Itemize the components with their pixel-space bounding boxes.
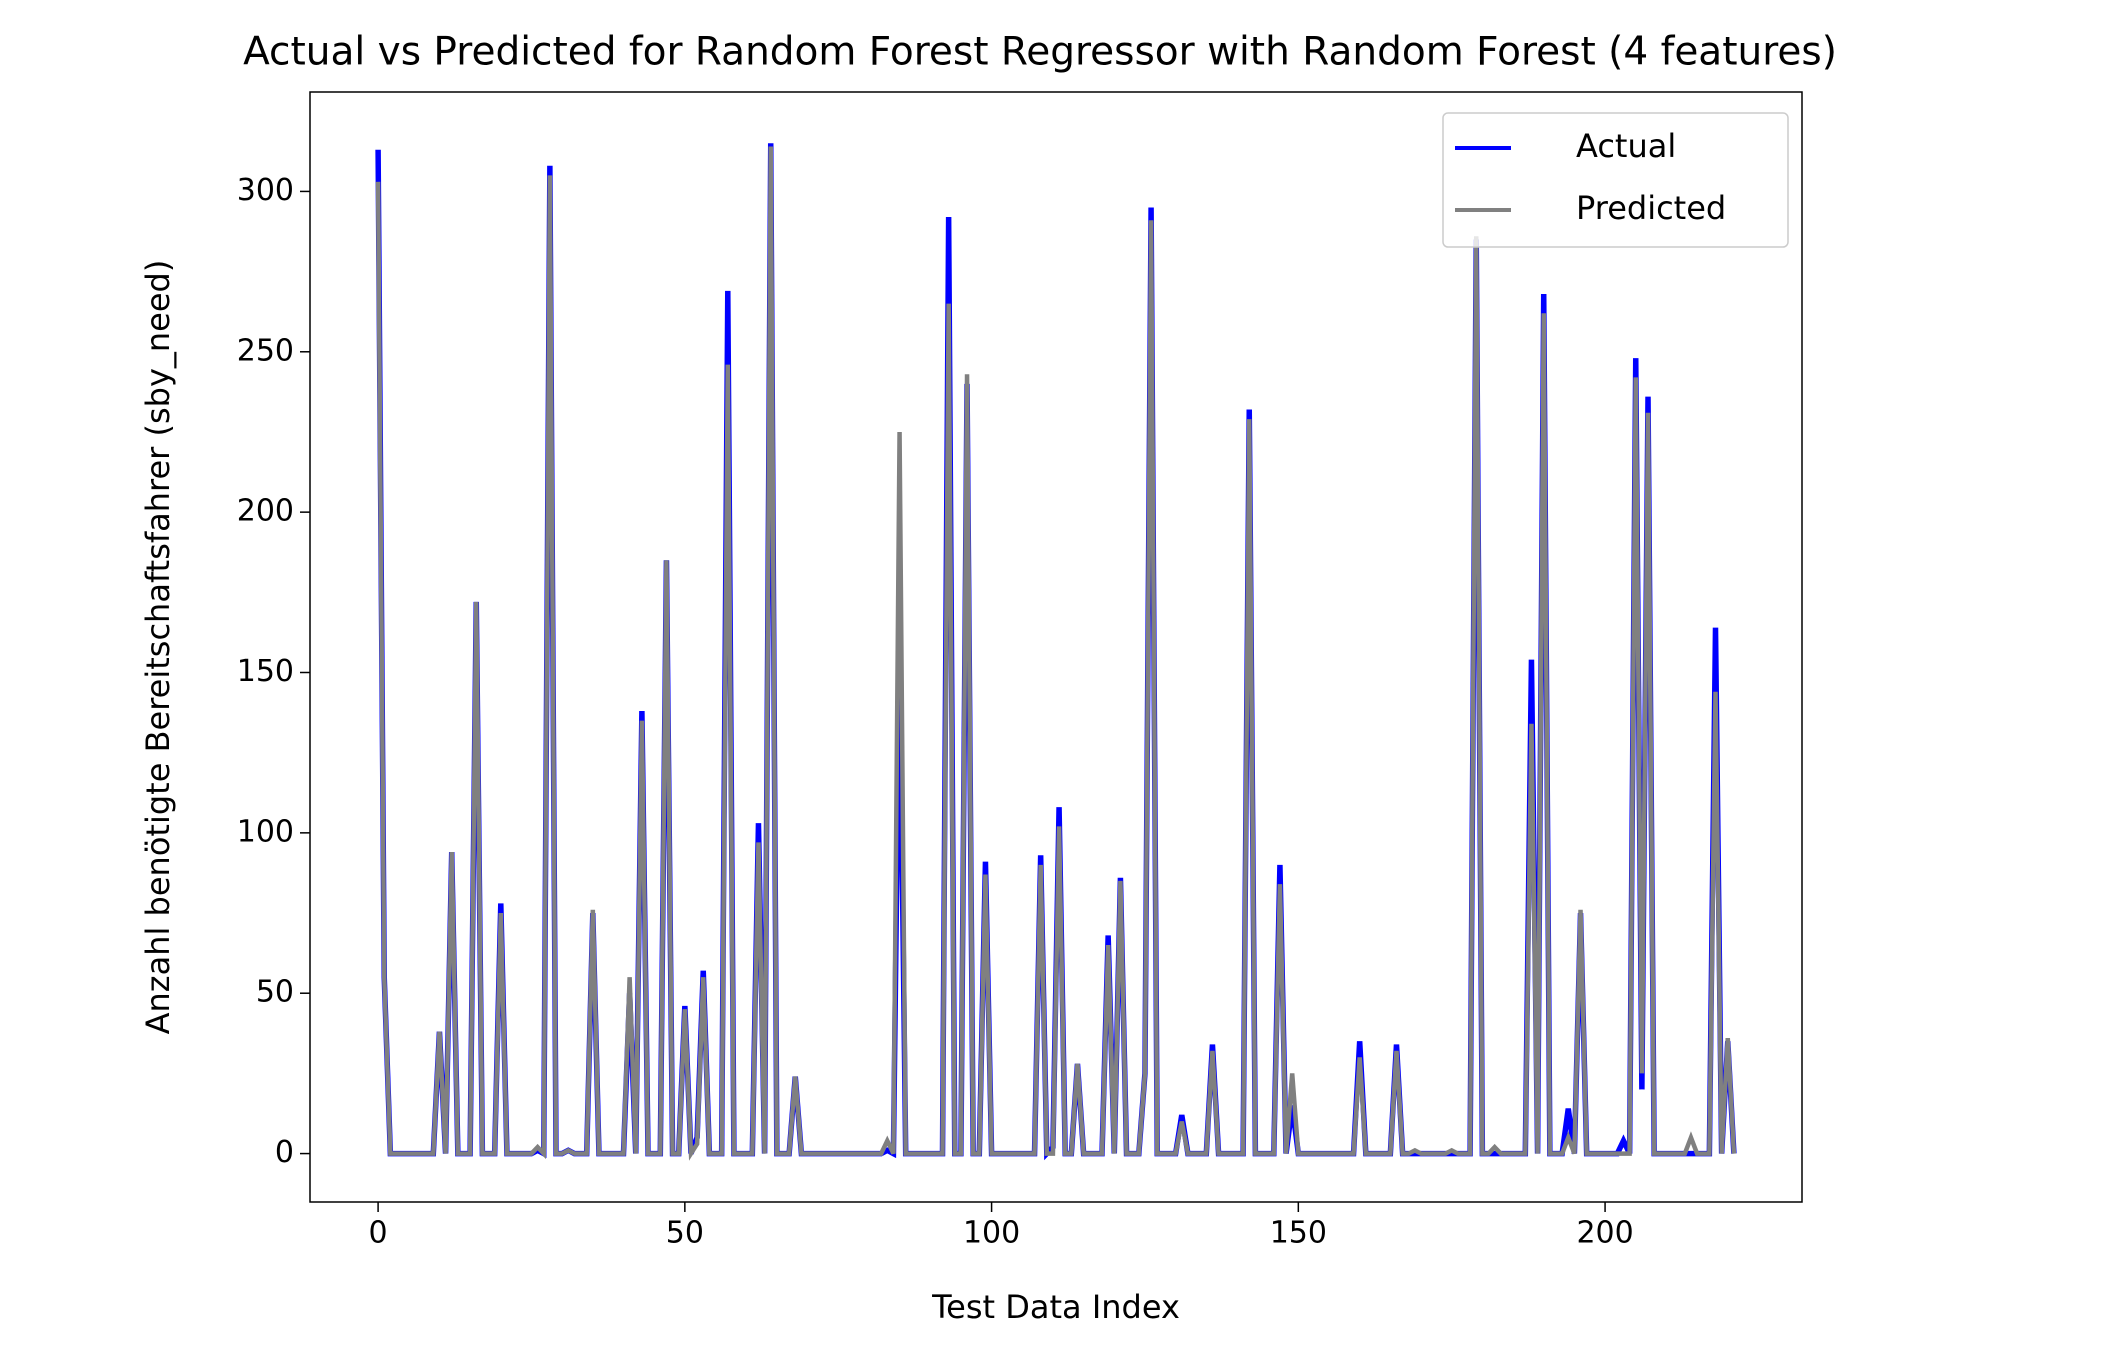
y-tick-label: 250	[237, 333, 294, 368]
y-axis-label: Anzahl benötigte Bereitschaftsfahrer (sb…	[139, 260, 177, 1035]
x-tick-label: 100	[963, 1216, 1020, 1251]
y-tick-label: 0	[275, 1135, 294, 1170]
y-tick-label: 100	[237, 814, 294, 849]
y-tick-label: 300	[237, 173, 294, 208]
y-tick-label: 200	[237, 494, 294, 529]
y-tick-label: 50	[256, 975, 294, 1010]
x-tick-label: 200	[1576, 1216, 1633, 1251]
legend-box	[1442, 112, 1789, 248]
legend-label: Predicted	[1576, 189, 1726, 227]
series-line	[375, 146, 1737, 1161]
x-tick-label: 50	[666, 1216, 704, 1251]
x-axis-label: Test Data Index	[931, 1288, 1180, 1326]
y-tick-label: 150	[237, 654, 294, 689]
x-tick-label: 150	[1270, 1216, 1327, 1251]
legend-label: Actual	[1576, 127, 1676, 165]
plot-frame	[309, 91, 1803, 1203]
x-tick-label: 0	[369, 1216, 388, 1251]
chart-title: Actual vs Predicted for Random Forest Re…	[243, 30, 1837, 75]
